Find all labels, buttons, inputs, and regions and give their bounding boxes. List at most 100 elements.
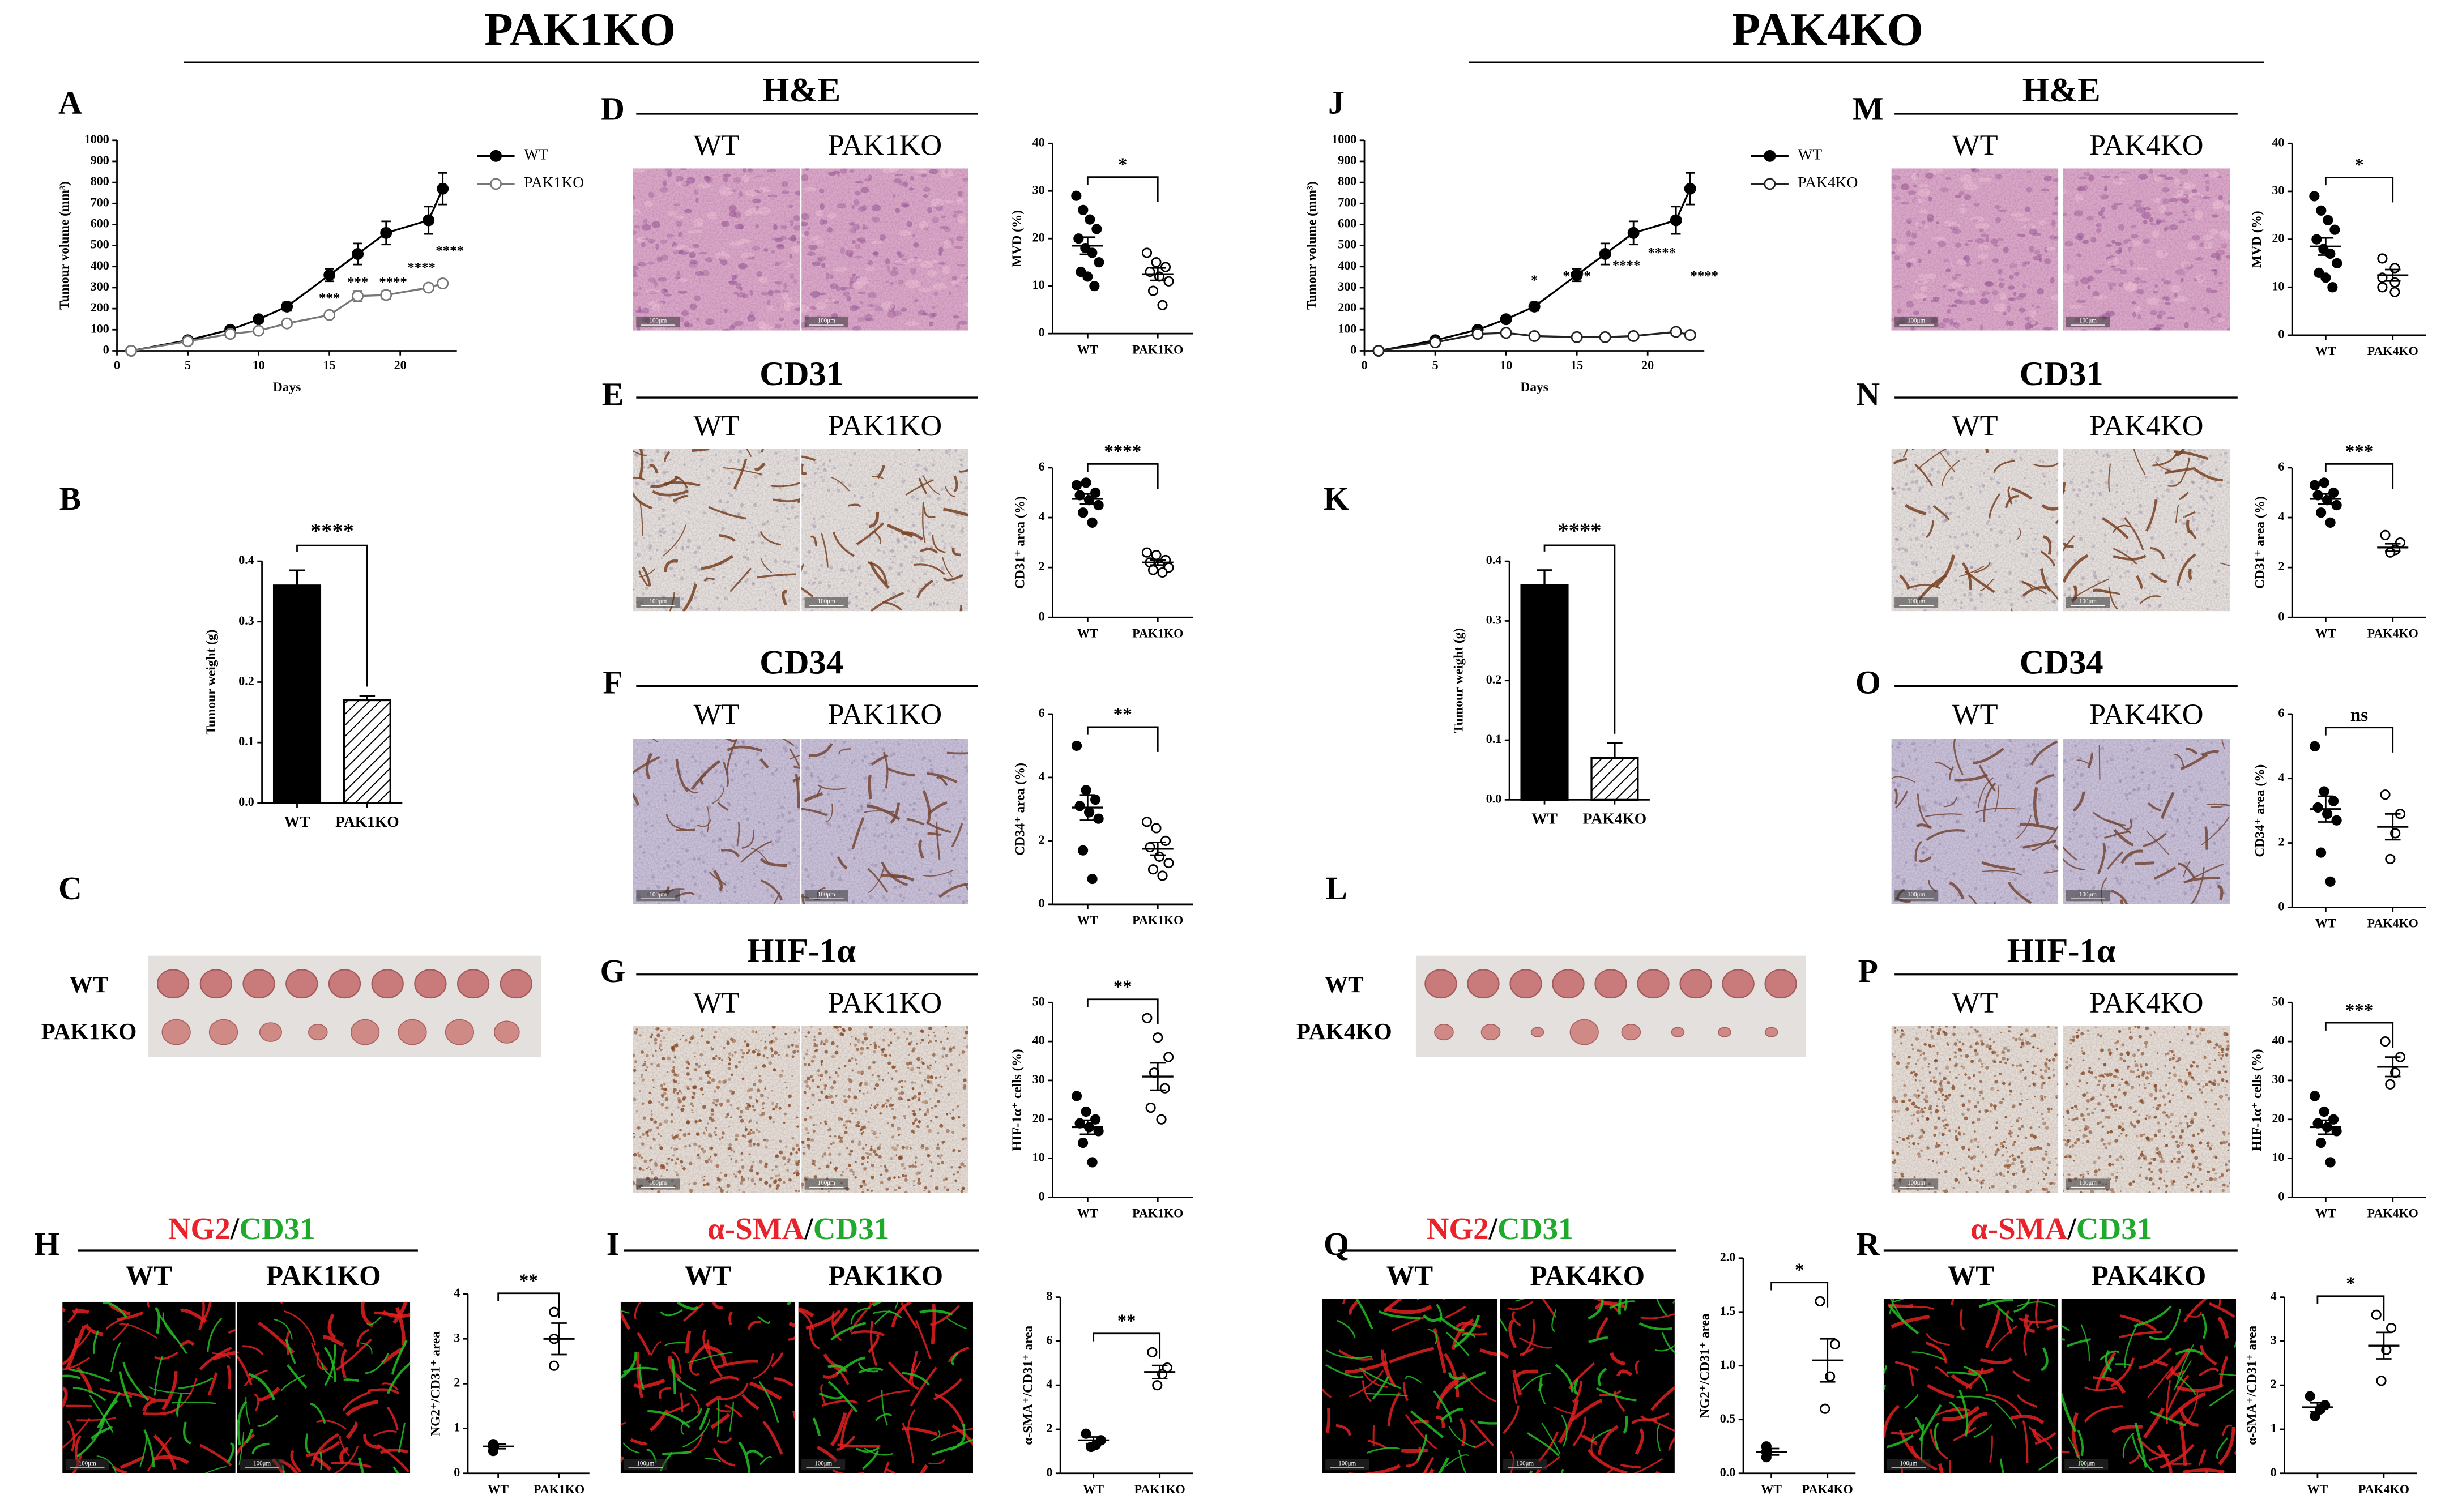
panel-letter: A — [58, 84, 82, 121]
x-tick-label: PAK1KO — [1132, 626, 1183, 640]
stained-fibre — [812, 1417, 821, 1436]
stained-fibre — [677, 1378, 697, 1391]
stained-fibre — [286, 1364, 308, 1389]
stained-fibre — [907, 1409, 916, 1439]
y-axis-label: CD31⁺ area (%) — [2252, 496, 2267, 589]
data-point — [2380, 1036, 2391, 1047]
error-bar — [1085, 1436, 1102, 1445]
data-point — [1160, 835, 1171, 846]
data-point — [2377, 282, 2388, 293]
data-point — [1152, 1380, 1163, 1391]
scale-bar-label: 100μm — [1908, 318, 1925, 324]
data-point — [323, 309, 336, 321]
y-tick-label: 0 — [2278, 609, 2284, 623]
stained-fibre — [711, 1301, 723, 1309]
y-tick-label: 4 — [1039, 769, 1045, 783]
stained-fibre — [915, 1319, 931, 1359]
micrograph: 100μm — [801, 738, 968, 904]
stained-fibre — [71, 1454, 83, 1473]
x-tick-label: PAK1KO — [1134, 1482, 1185, 1496]
stained-fibre — [835, 1435, 856, 1451]
image-label: PAK1KO — [828, 1260, 943, 1291]
data-point — [1141, 247, 1153, 258]
x-tick-label: 10 — [1500, 358, 1512, 372]
stained-fibre — [309, 1402, 326, 1424]
data-point — [2316, 205, 2327, 216]
stained-fibre — [334, 1446, 359, 1473]
image-label: WT — [693, 986, 739, 1019]
data-point — [352, 248, 364, 260]
data-point — [253, 324, 265, 337]
panel-title: CD31 — [759, 355, 843, 393]
y-tick-label: 0 — [1039, 896, 1045, 910]
texture-noise — [1891, 449, 2059, 612]
error-bar — [2384, 1056, 2401, 1078]
data-point — [2316, 847, 2327, 858]
data-point — [2327, 282, 2338, 293]
error-bar — [1079, 794, 1096, 821]
data-point — [2319, 477, 2329, 488]
significance-label: **** — [436, 243, 464, 258]
data-point — [2310, 1411, 2320, 1421]
stained-fibre — [933, 1378, 962, 1401]
y-axis-label: HIF-1α⁺ cells (%) — [1010, 1049, 1025, 1151]
y-tick-label: 10 — [2272, 279, 2284, 293]
stained-fibre — [668, 1356, 682, 1381]
data-point — [1074, 801, 1085, 811]
stained-fibre — [345, 1421, 358, 1440]
scale-bar-label: 100μm — [2079, 891, 2097, 898]
y-tick-label: 20 — [2272, 231, 2284, 245]
stained-fibre — [62, 1417, 91, 1449]
stained-fibre — [867, 1390, 910, 1403]
data-point — [1093, 813, 1104, 824]
data-point — [1528, 300, 1541, 313]
stained-fibre — [647, 1410, 690, 1429]
stained-fibre — [321, 1362, 334, 1378]
data-point — [1141, 817, 1153, 827]
stained-fibre — [891, 1301, 912, 1328]
data-point — [1086, 1441, 1096, 1453]
data-point — [488, 1446, 498, 1457]
x-tick-label: PAK4KO — [2367, 1206, 2418, 1220]
stained-fibre — [757, 1315, 771, 1324]
stained-fibre — [720, 1383, 749, 1401]
stained-fibre — [671, 1359, 676, 1394]
data-point — [1078, 1137, 1089, 1148]
x-tick-label: PAK4KO — [2367, 626, 2418, 640]
title-part: CD31 — [813, 1211, 890, 1246]
data-point — [1081, 1106, 1091, 1117]
y-tick-label: 0.0 — [1486, 791, 1502, 805]
legend-label: PAK1KO — [524, 173, 584, 191]
data-point — [1078, 845, 1089, 856]
panel-title: CD34 — [759, 643, 843, 681]
section-header: PAK4KO — [1732, 3, 1923, 55]
panel-title: CD34 — [2020, 643, 2103, 681]
stained-fibre — [198, 1301, 205, 1331]
data-point — [1627, 227, 1640, 239]
data-point — [1141, 547, 1153, 558]
data-point — [323, 269, 336, 281]
scale-bar-label: 100μm — [1908, 598, 1925, 605]
y-tick-label: 4 — [2278, 770, 2284, 784]
stained-fibre — [620, 1421, 626, 1426]
y-axis-label: Tumour volume (mm³) — [1305, 181, 1320, 310]
stained-fibre — [689, 1363, 700, 1376]
stained-fibre — [798, 1307, 814, 1318]
x-tick-label: WT — [1077, 343, 1098, 357]
y-tick-label: 2.0 — [1720, 1250, 1736, 1264]
error-bar — [2376, 1331, 2392, 1360]
stained-fibre — [712, 1447, 736, 1467]
stained-fibre — [622, 1442, 640, 1454]
data-point — [1087, 517, 1098, 528]
stained-fibre — [839, 1408, 854, 1450]
stained-fibre — [245, 1429, 254, 1443]
stained-fibre — [118, 1371, 133, 1408]
stained-fibre — [360, 1342, 373, 1355]
data-point — [1151, 823, 1162, 834]
y-tick-label: 300 — [91, 279, 109, 293]
y-tick-label: 4 — [1046, 1377, 1052, 1391]
bar — [343, 699, 391, 804]
data-point — [2328, 487, 2339, 498]
data-point — [1078, 204, 1089, 215]
y-tick-label: 40 — [2272, 1033, 2284, 1047]
